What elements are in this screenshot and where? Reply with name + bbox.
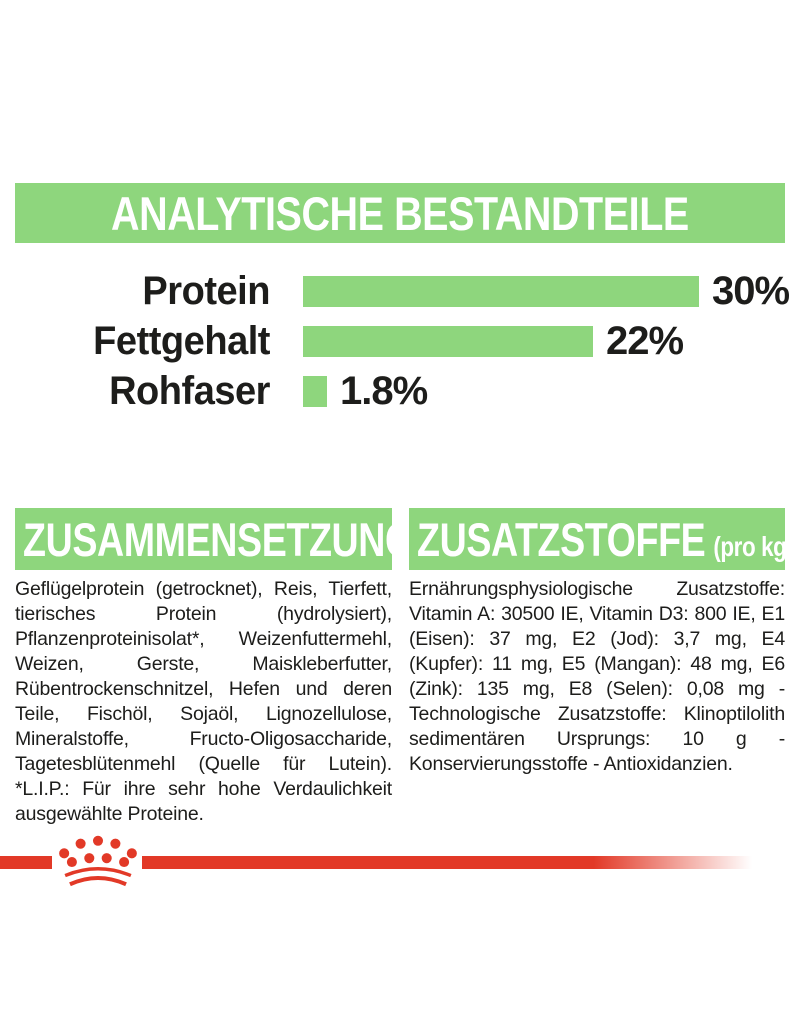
analytical-constituents-title: ANALYTISCHE BESTANDTEILE — [111, 186, 689, 240]
additives-body-text: Ernährungsphysiologische Zusatzstoffe: V… — [409, 578, 785, 775]
chart-value-label: 1.8% — [340, 368, 428, 413]
additives-unit-suffix: (pro kg) — [713, 530, 794, 562]
divider-line-right-fading — [142, 856, 752, 869]
chart-row: Fettgehalt 22% — [0, 316, 800, 366]
composition-banner: ZUSAMMENSETZUNG — [15, 508, 414, 570]
chart-bar — [303, 375, 327, 407]
chart-category-label: Protein — [142, 268, 270, 313]
chart-value-label: 30% — [712, 268, 790, 313]
chart-row: Protein 30% — [0, 266, 800, 316]
additives-title: ZUSATZSTOFFE (pro kg) — [417, 516, 794, 563]
royal-canin-crown-icon — [59, 835, 137, 887]
analytical-bar-chart: Protein 30% Fettgehalt 22% Rohfaser 1.8% — [0, 266, 800, 416]
additives-title-text: ZUSATZSTOFFE — [417, 512, 706, 566]
chart-value-label: 22% — [606, 318, 684, 363]
chart-bar — [303, 275, 699, 307]
chart-row: Rohfaser 1.8% — [0, 366, 800, 416]
brand-footer — [0, 830, 800, 900]
chart-category-label: Fettgehalt — [93, 318, 271, 363]
chart-bar — [303, 325, 593, 357]
composition-body-text: Geflügelprotein (getrocknet), Reis, Tier… — [15, 578, 392, 825]
divider-line-left — [0, 856, 52, 869]
analytical-constituents-banner: ANALYTISCHE BESTANDTEILE — [15, 183, 785, 243]
chart-category-label: Rohfaser — [109, 368, 270, 413]
composition-title: ZUSAMMENSETZUNG — [23, 512, 414, 566]
additives-banner: ZUSATZSTOFFE (pro kg) — [409, 508, 794, 570]
